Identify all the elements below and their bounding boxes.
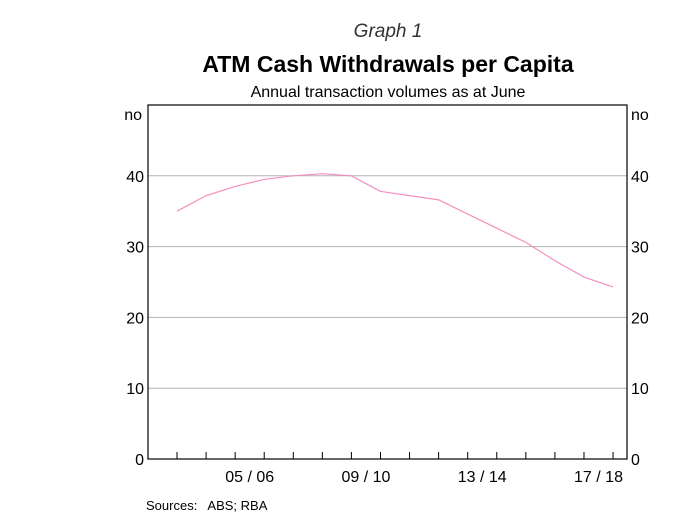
x-tick-label: 05 / 06 <box>225 469 274 486</box>
x-tick-label: 13 / 14 <box>458 469 507 486</box>
graph-label: Graph 1 <box>354 21 423 42</box>
y-tick-label-left: 10 <box>126 381 144 398</box>
y-axis-unit-right: no <box>631 107 649 124</box>
y-tick-label-left: 20 <box>126 310 144 327</box>
y-tick-label-left: 0 <box>135 452 144 469</box>
y-tick-label-right: 20 <box>631 310 649 327</box>
series-line <box>176 173 614 288</box>
x-tick-label: 09 / 10 <box>341 469 390 486</box>
y-tick-label-left: 40 <box>126 169 144 186</box>
y-tick-label-right: 30 <box>631 240 649 257</box>
source-note: Sources: ABS; RBA <box>146 498 268 513</box>
y-tick-label-right: 0 <box>631 452 640 469</box>
plot-frame <box>147 104 628 460</box>
y-axis-unit-left: no <box>124 107 142 124</box>
y-tick-label-right: 10 <box>631 381 649 398</box>
y-tick-label-right: 40 <box>631 169 649 186</box>
x-tick-label: 17 / 18 <box>574 469 623 486</box>
chart-title: ATM Cash Withdrawals per Capita <box>202 51 573 77</box>
chart-subtitle: Annual transaction volumes as at June <box>251 84 526 101</box>
y-tick-label-left: 30 <box>126 240 144 257</box>
